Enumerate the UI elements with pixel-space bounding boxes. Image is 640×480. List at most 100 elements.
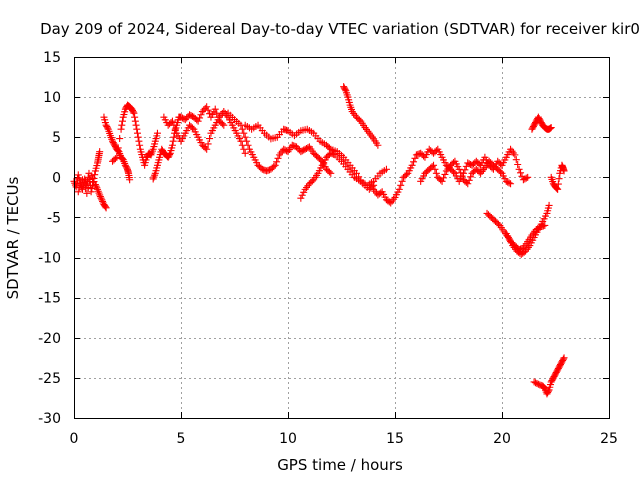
data-point (512, 156, 520, 164)
data-point (74, 171, 82, 179)
data-point (134, 133, 142, 141)
data-point (298, 191, 306, 199)
data-point (90, 178, 98, 186)
x-tick-labels: 0 5 10 15 20 25 (70, 431, 618, 447)
data-point (325, 168, 333, 176)
data-point (465, 176, 473, 184)
data-point (131, 113, 139, 121)
data-point (111, 155, 119, 163)
data-point (97, 194, 105, 202)
series-arc-10 (417, 157, 515, 188)
data-point (79, 176, 87, 184)
x-tick-label: 5 (177, 431, 186, 447)
series-arc-13 (528, 113, 555, 133)
data-point (132, 121, 140, 129)
data-point (99, 197, 107, 205)
data-point (374, 141, 382, 149)
data-point (515, 165, 523, 173)
series-arc-9 (370, 145, 532, 207)
y-tick-label: 15 (43, 50, 61, 66)
data-point (133, 125, 141, 133)
data-point (505, 179, 513, 187)
series-arc-8 (340, 83, 382, 149)
x-tick-label: 10 (279, 431, 297, 447)
data-point (171, 125, 179, 133)
data-point (93, 184, 101, 192)
data-point (88, 185, 96, 193)
series-arc-early-c (100, 113, 134, 184)
data-point (203, 145, 211, 153)
data-point (197, 111, 205, 119)
y-tick-label: -20 (38, 331, 61, 347)
data-point (430, 161, 438, 169)
data-point (194, 117, 202, 125)
data-point (136, 141, 144, 149)
data-point (76, 184, 84, 192)
data-point (74, 188, 82, 196)
data-point (467, 173, 475, 181)
series-arc-5 (224, 109, 335, 177)
x-tick-label: 25 (600, 431, 618, 447)
data-point (497, 168, 505, 176)
data-point (402, 171, 410, 179)
data-point (507, 180, 515, 188)
y-tick-label: 5 (52, 130, 61, 146)
data-point (206, 135, 214, 143)
data-point (96, 148, 104, 156)
data-point (522, 174, 530, 182)
data-point (395, 185, 403, 193)
y-tick-label: -30 (38, 411, 61, 427)
data-point (96, 191, 104, 199)
data-point (87, 188, 95, 196)
data-point (211, 105, 219, 113)
data-point (170, 121, 178, 129)
series-arc-early-b (74, 172, 110, 212)
data-point (553, 185, 561, 193)
series-arc-3 (149, 103, 228, 183)
data-point (244, 141, 252, 149)
data-point (552, 184, 560, 192)
series-arc-14 (547, 161, 568, 193)
data-point (116, 135, 124, 143)
series-arc-4 (160, 108, 249, 157)
data-point (153, 129, 161, 137)
data-point (514, 160, 522, 168)
data-point (204, 140, 212, 148)
data-points (70, 83, 568, 398)
data-point (327, 169, 335, 177)
data-point (104, 124, 112, 132)
data-point (408, 161, 416, 169)
data-point (129, 108, 137, 116)
data-point (449, 168, 457, 176)
series-arc-12 (502, 221, 549, 254)
data-point (84, 183, 92, 191)
y-tick-label: 0 (52, 170, 61, 186)
series-arc-15 (530, 354, 568, 398)
series-arc-2 (109, 101, 161, 169)
data-point (102, 204, 110, 212)
data-point (432, 169, 440, 177)
data-point (300, 188, 308, 196)
data-point (241, 133, 249, 141)
data-point (547, 124, 555, 132)
data-point (91, 181, 99, 189)
data-point (75, 174, 83, 182)
plot-frame (74, 57, 610, 419)
data-point (168, 141, 176, 149)
data-point (135, 137, 143, 145)
data-point (438, 177, 446, 185)
data-point (560, 354, 568, 362)
data-point (398, 177, 406, 185)
x-tick-label: 20 (493, 431, 511, 447)
data-point (203, 103, 211, 111)
data-point (545, 201, 553, 209)
data-point (440, 174, 448, 182)
data-point (243, 137, 251, 145)
data-point (325, 144, 333, 152)
data-point (96, 193, 104, 201)
data-point (133, 129, 141, 137)
data-point (130, 109, 138, 117)
y-axis-label: SDTVAR / TECUs (4, 176, 22, 299)
data-point (559, 355, 567, 363)
